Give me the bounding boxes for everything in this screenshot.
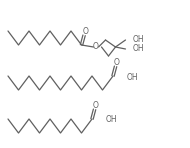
Text: O: O [93, 41, 99, 50]
Text: OH: OH [132, 34, 144, 44]
Text: O: O [82, 27, 88, 36]
Text: O: O [114, 58, 120, 67]
Text: OH: OH [132, 44, 144, 53]
Text: OH: OH [106, 115, 118, 124]
Text: O: O [93, 101, 99, 110]
Text: OH: OH [127, 73, 139, 82]
